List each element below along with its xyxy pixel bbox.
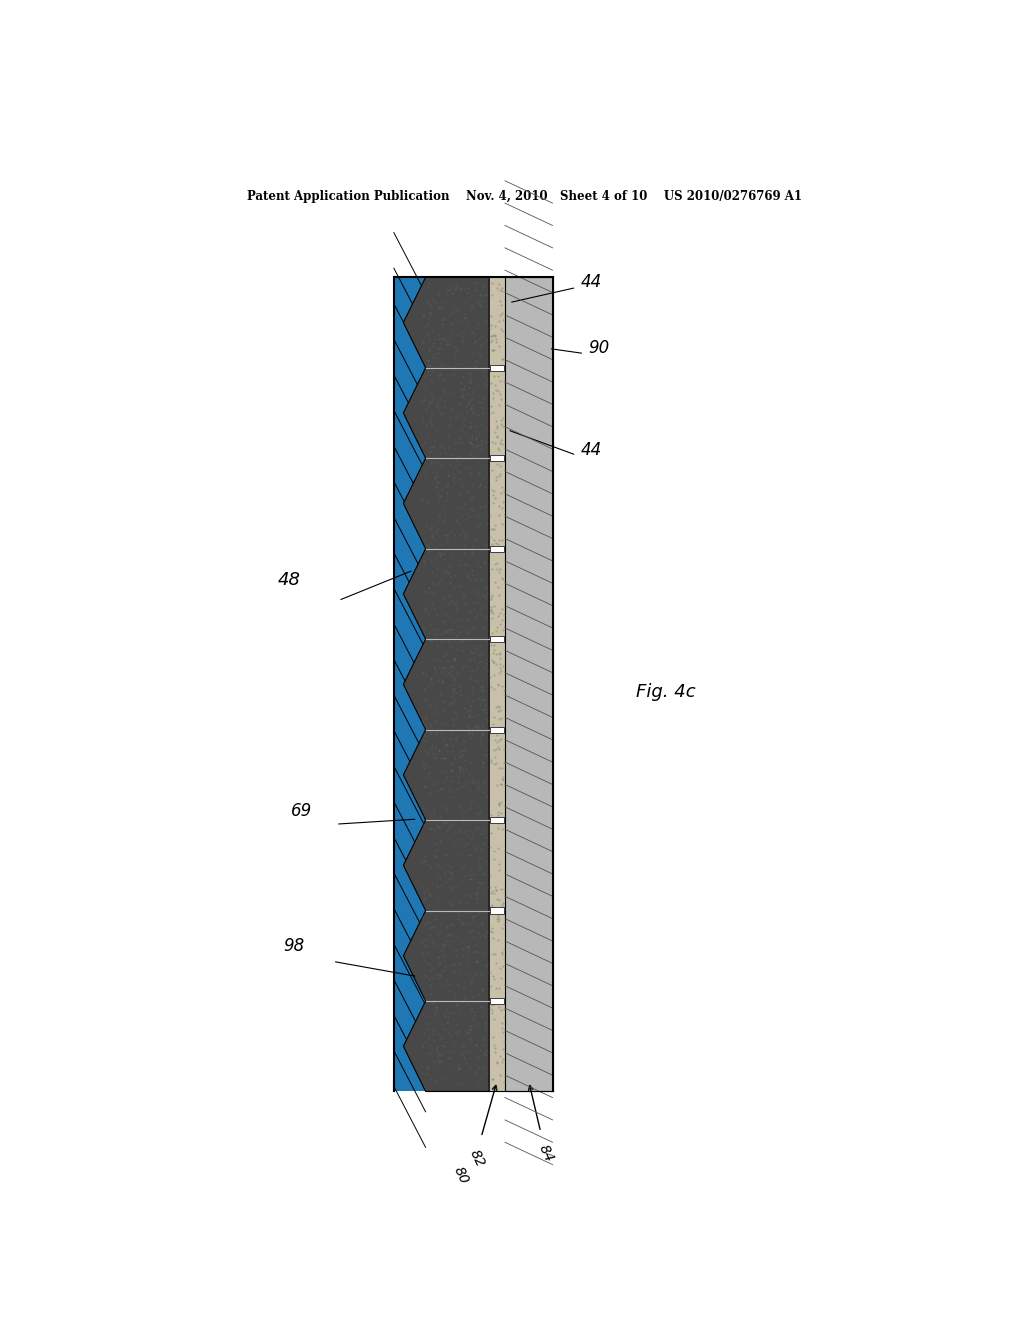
Text: Fig. 4c: Fig. 4c bbox=[636, 682, 695, 701]
Bar bbox=[489, 636, 504, 643]
Text: 69: 69 bbox=[291, 803, 312, 820]
Bar bbox=[489, 726, 504, 733]
Text: 98: 98 bbox=[284, 937, 305, 956]
Bar bbox=[489, 545, 504, 552]
Text: 44: 44 bbox=[581, 273, 602, 292]
Bar bbox=[489, 455, 504, 461]
Text: 44: 44 bbox=[581, 441, 602, 459]
Bar bbox=[394, 277, 426, 1092]
Bar bbox=[489, 998, 504, 1005]
Bar bbox=[505, 277, 553, 1092]
Text: Patent Application Publication    Nov. 4, 2010   Sheet 4 of 10    US 2010/027676: Patent Application Publication Nov. 4, 2… bbox=[248, 190, 802, 202]
Text: 80: 80 bbox=[452, 1164, 471, 1187]
Polygon shape bbox=[403, 277, 489, 1092]
Text: 48: 48 bbox=[278, 572, 300, 589]
Bar bbox=[489, 364, 504, 371]
Bar bbox=[489, 817, 504, 824]
Bar bbox=[489, 907, 504, 913]
Bar bbox=[394, 277, 426, 1092]
Text: 84: 84 bbox=[537, 1142, 556, 1164]
Text: 90: 90 bbox=[588, 339, 609, 358]
Bar bbox=[489, 277, 505, 1092]
Text: 82: 82 bbox=[467, 1147, 487, 1170]
